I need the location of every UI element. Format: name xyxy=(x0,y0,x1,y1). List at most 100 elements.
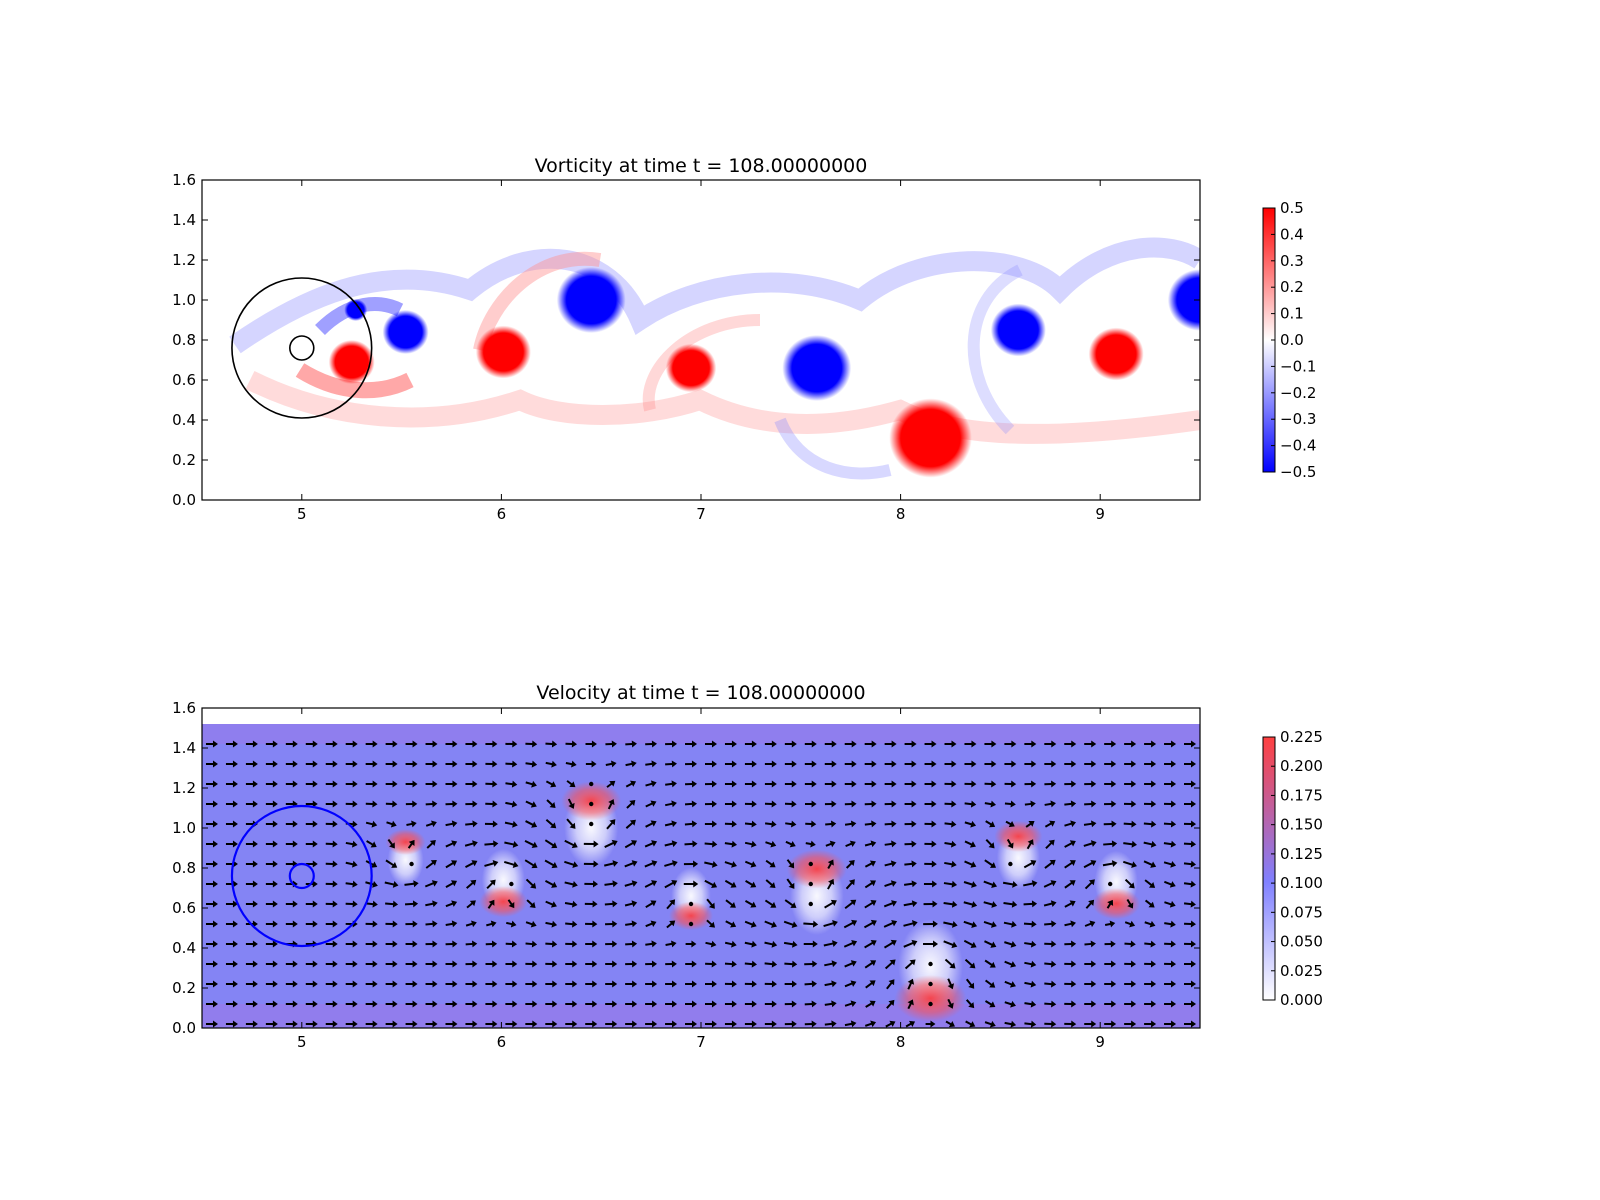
quiver-arrow xyxy=(366,840,377,848)
quiver-arrow xyxy=(564,900,578,908)
quiver-arrow xyxy=(1064,960,1077,968)
quiver-arrow xyxy=(1084,740,1097,748)
quiver-arrow xyxy=(943,900,958,908)
quiver-arrow xyxy=(365,920,378,928)
quiver-arrow xyxy=(1044,820,1056,828)
quiver-arrow xyxy=(545,1000,558,1008)
quiver-arrow xyxy=(285,760,298,768)
quiver-dot xyxy=(589,821,594,827)
y-tick-label: 0.0 xyxy=(172,491,196,509)
quiver-arrow xyxy=(725,899,736,908)
quiver-arrow xyxy=(864,939,877,949)
quiver-arrow xyxy=(864,900,877,909)
quiver-arrow xyxy=(645,1020,658,1028)
quiver-arrow xyxy=(886,979,895,990)
quiver-arrow xyxy=(624,860,638,868)
quiver-arrow xyxy=(325,840,338,848)
quiver-arrow xyxy=(764,899,777,908)
vorticity-field xyxy=(202,180,1200,500)
quiver-dot xyxy=(688,901,694,907)
quiver-arrow xyxy=(784,740,797,748)
quiver-arrow xyxy=(884,959,896,970)
quiver-arrow xyxy=(606,819,616,830)
quiver-arrow xyxy=(645,820,657,828)
quiver-arrow xyxy=(1164,880,1176,888)
quiver-arrow xyxy=(784,780,797,788)
quiver-arrow xyxy=(1004,800,1016,808)
quiver-arrow xyxy=(804,1000,817,1008)
positive-vortex xyxy=(328,340,375,384)
x-tick-label: 8 xyxy=(896,505,906,523)
velocity-field xyxy=(202,724,1200,1028)
quiver-arrow xyxy=(704,1020,717,1028)
quiver-arrow xyxy=(1084,1020,1097,1028)
quiver-arrow xyxy=(385,859,398,868)
quiver-arrow xyxy=(305,1020,318,1028)
quiver-arrow xyxy=(205,960,218,968)
quiver-arrow xyxy=(704,740,717,748)
quiver-arrow xyxy=(605,940,618,948)
y-tick-label: 1.2 xyxy=(172,251,196,269)
quiver-arrow xyxy=(225,920,238,928)
quiver-arrow xyxy=(963,920,978,928)
quiver-arrow xyxy=(1163,840,1177,848)
quiver-arrow xyxy=(943,880,958,888)
quiver-arrow xyxy=(1064,840,1076,848)
colorbar-tick-label: 0.200 xyxy=(1280,757,1323,775)
quiver-arrow xyxy=(585,1000,598,1008)
quiver-arrow xyxy=(764,740,777,748)
quiver-arrow xyxy=(764,780,777,788)
quiver-arrow xyxy=(605,920,618,928)
colorbar-tick-label: 0.150 xyxy=(1280,816,1323,834)
quiver-arrow xyxy=(365,780,378,788)
quiver-arrow xyxy=(484,840,499,848)
quiver-arrow xyxy=(864,760,877,768)
quiver-arrow xyxy=(245,900,258,908)
quiver-arrow xyxy=(824,800,837,808)
quiver-arrow xyxy=(1164,920,1176,928)
quiver-arrow xyxy=(265,840,278,848)
quiver-arrow xyxy=(1004,780,1017,788)
quiver-arrow xyxy=(1144,740,1157,748)
quiver-arrow xyxy=(765,840,777,848)
quiver-arrow xyxy=(1184,1000,1197,1008)
quiver-arrow xyxy=(405,980,418,988)
quiver-arrow xyxy=(744,980,757,988)
quiver-arrow xyxy=(963,939,977,949)
quiver-arrow xyxy=(525,980,538,988)
quiver-arrow xyxy=(445,1000,458,1008)
quiver-arrow xyxy=(425,900,438,908)
quiver-arrow xyxy=(345,880,358,888)
quiver-arrow xyxy=(545,980,558,988)
quiver-arrow xyxy=(1184,980,1197,988)
quiver-arrow xyxy=(1164,960,1177,968)
quiver-arrow xyxy=(724,740,737,748)
quiver-arrow xyxy=(1103,840,1118,848)
quiver-arrow xyxy=(305,740,318,748)
quiver-arrow xyxy=(325,800,338,808)
colorbar-tick-label: 0.3 xyxy=(1280,252,1304,270)
quiver-arrow xyxy=(265,740,278,748)
quiver-arrow xyxy=(704,780,717,788)
y-tick-label: 1.6 xyxy=(172,171,196,189)
quiver-arrow xyxy=(1026,839,1034,850)
quiver-arrow xyxy=(645,740,658,748)
positive-vortex xyxy=(1088,327,1144,381)
quiver-arrow xyxy=(225,1000,238,1008)
quiver-arrow xyxy=(1104,760,1117,768)
quiver-arrow xyxy=(744,760,757,768)
vortex-high-speed xyxy=(669,901,713,931)
quiver-arrow xyxy=(465,960,478,968)
quiver-arrow xyxy=(1084,780,1097,788)
quiver-arrow xyxy=(665,1020,678,1028)
quiver-arrow xyxy=(465,800,478,808)
quiver-arrow xyxy=(884,860,897,868)
quiver-arrow xyxy=(625,920,638,928)
quiver-arrow xyxy=(1064,860,1076,869)
quiver-arrow xyxy=(285,740,298,748)
quiver-arrow xyxy=(325,920,338,928)
quiver-arrow xyxy=(1004,941,1017,948)
quiver-arrow xyxy=(884,840,897,848)
quiver-arrow xyxy=(445,760,458,768)
quiver-arrow xyxy=(684,840,698,848)
